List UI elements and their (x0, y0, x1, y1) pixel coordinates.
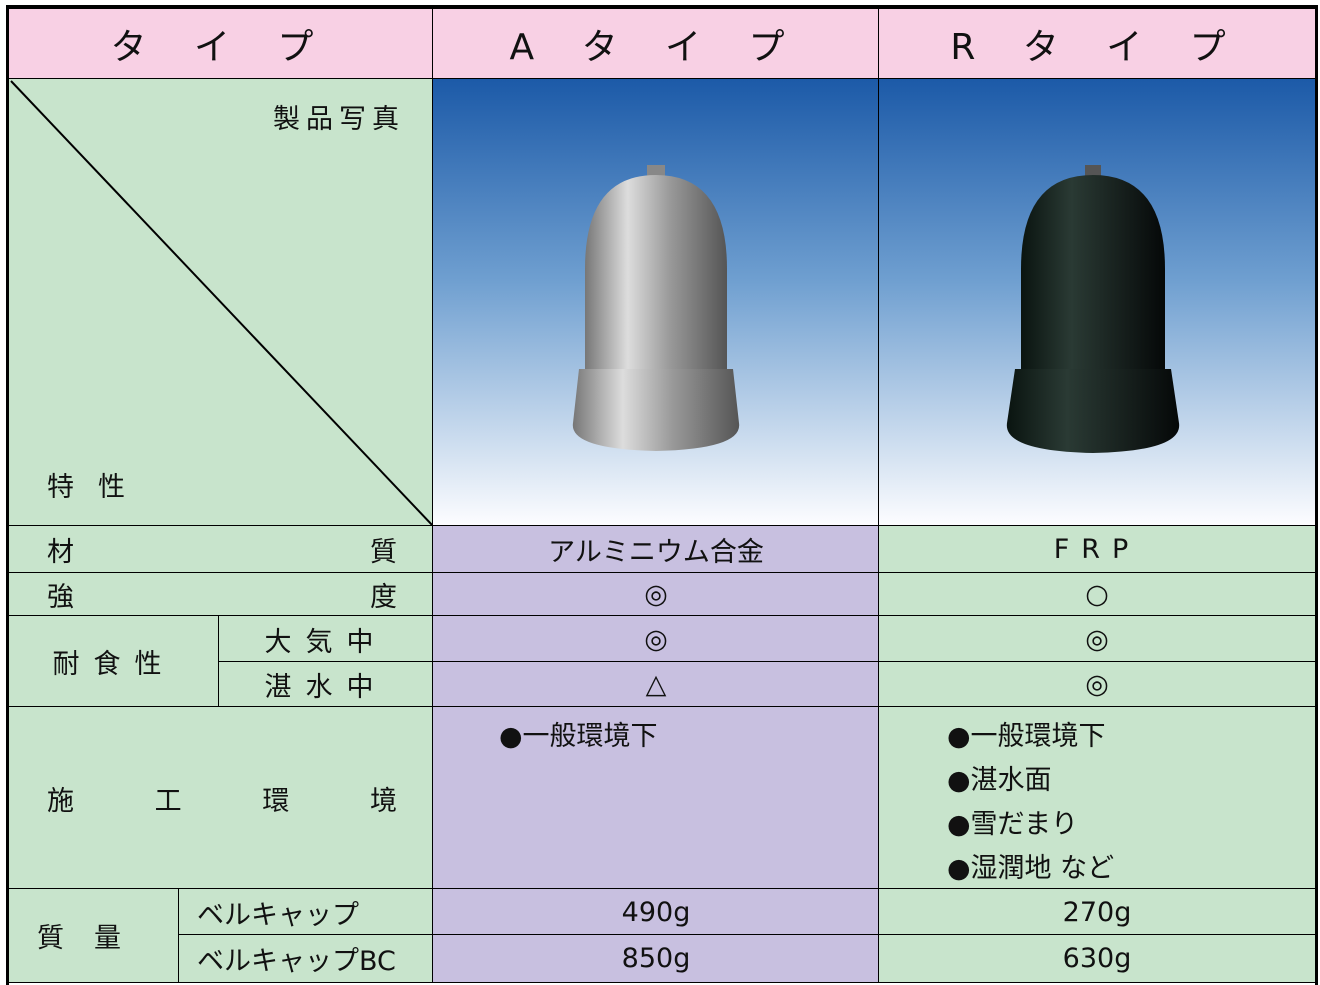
row-label: 材 質 (8, 525, 434, 574)
sub-label: 大気中 (218, 615, 434, 663)
label-text: 材 質 (47, 537, 397, 568)
group-label: 質量 (8, 888, 180, 983)
row-label: 施 工 環 境 (8, 706, 434, 890)
value-a: ◎ (432, 572, 880, 617)
env-a: ●一般環境下 (432, 706, 880, 890)
sub-label: ベルキャップ (178, 888, 434, 936)
diagonal (10, 80, 433, 526)
corner-bottom: 特性 (47, 472, 149, 503)
value-a: 850g (432, 934, 880, 983)
value-r: 270g (878, 888, 1316, 936)
value-a: 490g (432, 888, 880, 936)
photo-cell (432, 78, 880, 527)
label-text: 施 工 環 境 (47, 785, 397, 817)
header-text: A タ イ プ (509, 27, 803, 68)
env-item: ●雪だまり (947, 809, 1079, 840)
env-r: ●一般環境下 ●湛水面 ●雪だまり ●湿潤地 など (878, 706, 1316, 890)
table-border (6, 5, 1318, 985)
photo-a (433, 79, 879, 526)
corner-cell: 製品写真 特性 (8, 78, 434, 527)
value-a: △ (432, 661, 880, 708)
value-r: 630g (878, 934, 1316, 983)
value-r: FRP (878, 525, 1316, 574)
env-item: ●湿潤地 など (947, 853, 1115, 884)
header-cell: R タ イ プ (878, 8, 1316, 80)
env-item: ●一般環境下 (499, 721, 658, 752)
env-item: ●一般環境下 (947, 721, 1106, 752)
photo-cell (878, 78, 1316, 527)
sub-label: 湛水中 (218, 661, 434, 708)
env-item: ●湛水面 (947, 765, 1052, 796)
header-cell: A タ イ プ (432, 8, 880, 80)
header-cell: タ イ プ (8, 8, 434, 80)
row-label: 強 度 (8, 572, 434, 617)
value-a: ◎ (432, 615, 880, 663)
header-text: R タ イ プ (950, 27, 1244, 68)
value-r: ◎ (878, 661, 1316, 708)
sub-label: ベルキャップBC (178, 934, 434, 983)
label-text: 強 度 (47, 582, 397, 613)
corner-top: 製品写真 (273, 104, 405, 135)
value-r: ◎ (878, 615, 1316, 663)
header-text: タ イ プ (110, 27, 332, 68)
value-r: ○ (878, 572, 1316, 617)
value-a: アルミニウム合金 (432, 525, 880, 574)
photo-r (879, 79, 1315, 526)
group-label: 耐食性 (8, 615, 220, 708)
